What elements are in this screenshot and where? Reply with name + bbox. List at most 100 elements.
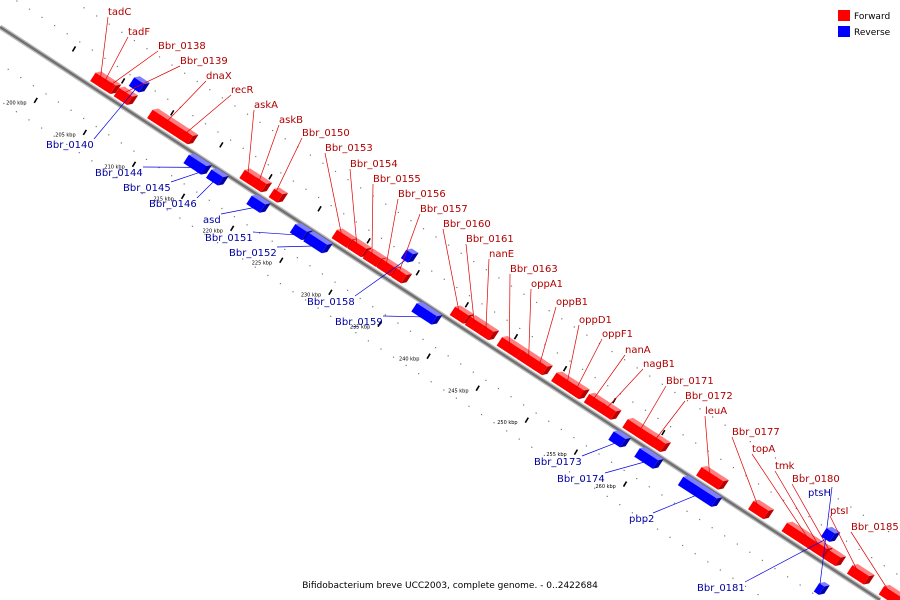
gene-bbr-0159[interactable] [411,300,443,327]
gene-label: Bbr_0145 [123,183,171,194]
gene-asd[interactable] [246,192,271,215]
gene-ptsi[interactable] [846,562,875,587]
guide-dot [120,142,122,144]
gene-label: Bbr_0151 [205,233,253,244]
guide-dot [510,285,513,287]
gene-bbr-0181[interactable] [820,525,841,544]
guide-dot [732,577,734,579]
gene-top-face [852,564,875,577]
gene-leader-line [110,50,159,86]
scale-tick-label: 250 kbp [497,420,517,426]
guide-dot [196,80,198,83]
guide-dot [292,291,294,293]
guide-dot [309,154,311,156]
gene-label: Bbr_0181 [697,583,745,594]
guide-dot [619,503,621,506]
guide-dot [208,199,210,201]
guide-dot [455,397,458,399]
gene-top-face [826,526,841,534]
gene-side-face [835,556,847,567]
guide-dot [304,299,307,301]
guide-dot [447,355,449,357]
guide-dot [410,219,412,222]
gene-side-face [401,273,413,284]
guide-dot [850,506,852,508]
gene-front-face [195,162,207,175]
scale-tick-label: 205 kbp [55,132,75,138]
guide-dot [808,516,810,518]
guide-dot [896,573,898,575]
gene-bbr-0172[interactable] [644,430,672,454]
gene-front-face [362,249,382,268]
guide-dot [674,391,676,394]
gene-recr[interactable] [177,126,199,146]
gene-ptsh[interactable] [813,580,830,597]
guide-dot [624,359,626,361]
gene-front-face [478,325,494,341]
guide-dot [556,463,558,465]
gene-top-face [455,305,475,316]
gene-leader-line [850,531,891,593]
guide-dot [560,428,562,431]
gene-bbr-0177[interactable] [748,498,775,522]
guide-dot [594,487,596,489]
guide-dot [883,565,885,567]
gene-front-face [531,360,548,376]
guide-dot [594,376,596,379]
guide-dot [573,437,575,439]
guide-dot [632,401,634,403]
guide-dot [158,56,161,58]
gene-leua[interactable] [696,464,729,492]
scale-tick-mark [622,481,628,488]
gene-nagb1[interactable] [597,399,622,422]
guide-dot [255,155,257,158]
gene-labels: tadC tadF Bbr_0138 Bbr_0139 dnaX recRaskAaskB… [46,7,899,594]
gene-front-face [846,565,870,585]
gene-leader-line [774,470,820,548]
guide-dot [737,432,739,434]
gene-nane[interactable] [478,322,500,342]
gene-label: nagB1 [643,359,675,370]
gene-bbr-0139[interactable] [113,84,139,107]
gene-bbr-0180[interactable] [823,547,847,569]
scale-tick-mark [33,97,38,104]
guide-dot [845,540,848,542]
guide-dot [133,39,135,42]
gene-front-face [878,586,900,600]
gene-front-face [496,337,523,359]
gene-label: Bbr_0163 [510,264,558,275]
gene-oppb1[interactable] [531,357,553,377]
guide-dot [83,7,85,9]
guide-dot [774,568,776,570]
guide-dot [460,252,462,254]
guide-dot [707,561,709,563]
gene-bbr-0174[interactable] [634,445,664,471]
backbone-line [0,25,881,600]
gene-bbr-0145[interactable] [195,160,212,177]
gene-leader-line [258,124,280,182]
guide-dot [66,33,68,35]
guide-dot [347,179,349,181]
gene-bbr-0152[interactable] [303,229,333,255]
guide-dot [636,477,638,480]
gene-bbr-0185[interactable] [878,583,900,600]
guide-dot [493,422,495,424]
guide-dot [7,68,9,70]
gene-pbp2[interactable] [677,473,723,509]
gene-front-face [811,542,828,558]
gene-label: Bbr_0157 [420,204,468,215]
guide-dot [171,175,173,177]
gene-bbr-0138[interactable] [105,79,122,96]
guide-dot [183,183,185,185]
scale-tick-label: 220 kbp [203,228,223,234]
gene-bbr-0146[interactable] [206,166,229,188]
gene-leader-line [704,415,711,476]
guide-dot [284,248,286,251]
guide-dot [422,338,424,341]
gene-bbr-0173[interactable] [608,428,632,450]
guide-dot [405,364,407,367]
guide-dot [330,315,332,317]
gene-leader-line [751,453,810,541]
guide-dot [435,236,437,238]
gene-top-face [308,231,333,245]
